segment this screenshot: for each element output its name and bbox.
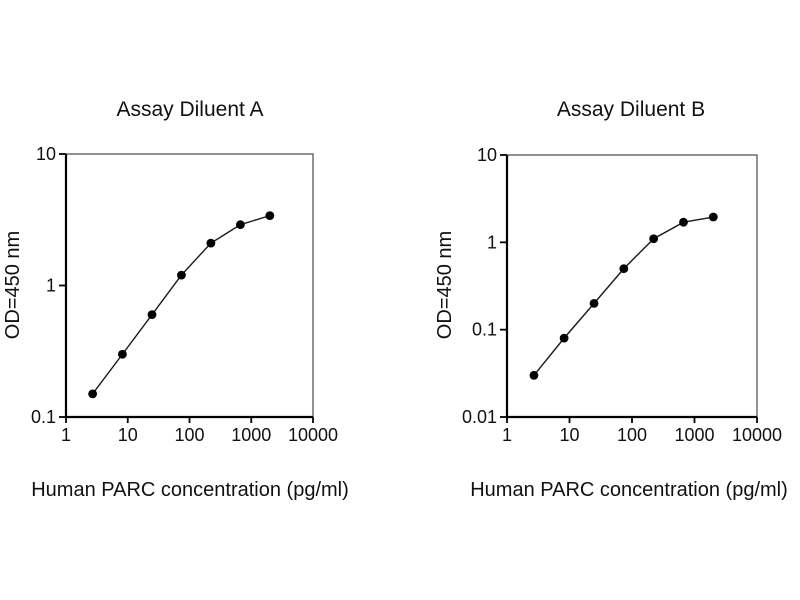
- data-point: [147, 310, 157, 320]
- data-point: [679, 217, 688, 227]
- x-axis-ticks: 1 10 100 1000 10000: [61, 417, 338, 445]
- x-tick-label: 1: [502, 425, 512, 445]
- chart-title: Assay Diluent A: [116, 98, 263, 121]
- plot-border: [506, 154, 758, 418]
- chart-title: Assay Diluent B: [557, 98, 705, 121]
- x-tick-label: 10: [118, 425, 138, 445]
- data-point: [708, 212, 718, 222]
- x-tick-label: 10: [559, 425, 579, 445]
- x-axis-ticks: 1 10 100 1000 10000: [502, 417, 782, 445]
- curve-line: [92, 214, 271, 395]
- y-tick-label: 10: [36, 144, 56, 164]
- y-axis-title: OD=450 nm: [2, 231, 24, 339]
- plot-frame: [64, 153, 314, 419]
- x-tick-label: 1: [61, 425, 71, 445]
- y-axis-ticks: 0.1 1 10: [31, 144, 66, 427]
- x-tick-label: 100: [617, 425, 647, 445]
- data-point: [529, 370, 539, 380]
- x-axis-title: Human PARC concentration (pg/ml): [470, 479, 788, 501]
- x-tick-label: 10000: [732, 425, 782, 445]
- y-tick-label: 1: [487, 232, 497, 252]
- x-axis-title: Human PARC concentration (pg/ml): [31, 479, 349, 501]
- standard-curve-series: [88, 211, 275, 399]
- chart-assay-diluent-a: Assay Diluent A Human PARC concentration…: [2, 98, 349, 501]
- plot-frame: [505, 154, 758, 419]
- x-tick-label: 10000: [288, 425, 338, 445]
- data-point: [589, 298, 599, 308]
- x-tick-label: 1000: [674, 425, 714, 445]
- data-point: [206, 238, 216, 248]
- y-axis-title: OD=450 nm: [434, 231, 456, 339]
- y-tick-label: 0.01: [462, 407, 497, 427]
- data-point: [649, 234, 659, 244]
- x-tick-label: 100: [174, 425, 204, 445]
- plot-border: [65, 153, 314, 418]
- data-point: [88, 389, 98, 399]
- data-point: [619, 264, 629, 274]
- data-point: [559, 333, 569, 343]
- data-point: [235, 220, 245, 230]
- curve-line: [533, 216, 714, 376]
- chart-assay-diluent-b: Assay Diluent B Human PARC concentration…: [434, 98, 788, 501]
- x-tick-label: 1000: [231, 425, 271, 445]
- standard-curve-series: [529, 212, 718, 380]
- y-tick-label: 0.1: [31, 407, 56, 427]
- y-tick-label: 1: [46, 276, 56, 296]
- y-axis-ticks: 0.01 0.1 1 10: [462, 145, 507, 427]
- data-point: [177, 270, 186, 280]
- data-point: [265, 211, 275, 221]
- data-point: [118, 349, 127, 359]
- y-tick-label: 10: [477, 145, 497, 165]
- y-tick-label: 0.1: [472, 320, 497, 340]
